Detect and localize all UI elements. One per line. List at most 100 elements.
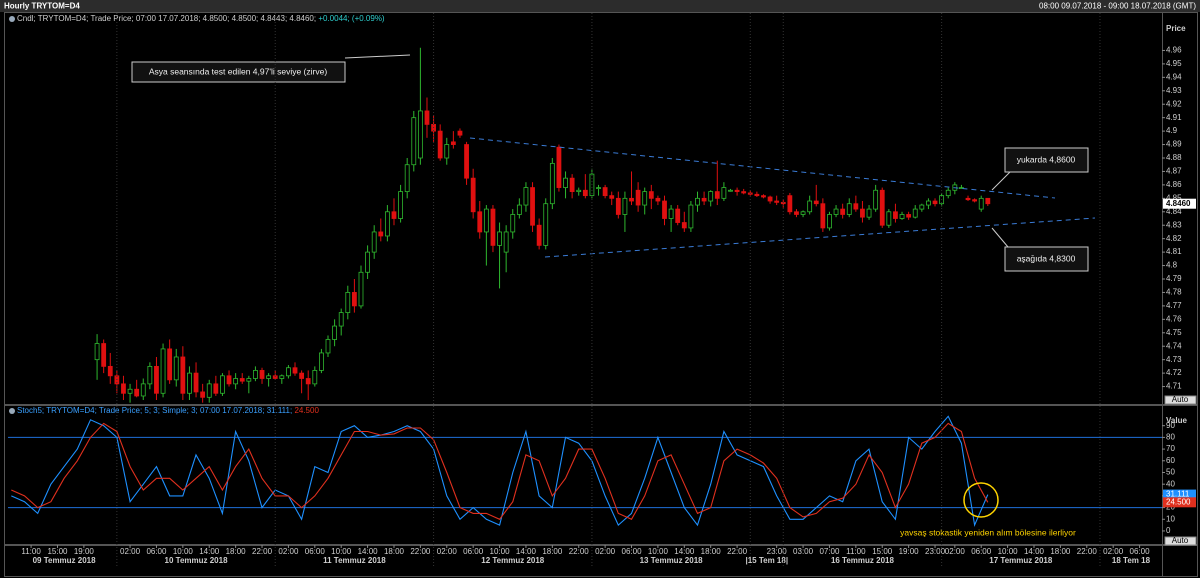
highlight-circle	[963, 482, 999, 518]
candle-body	[688, 204, 694, 229]
x-tick-label: 18:00	[226, 547, 247, 556]
stoch-line	[11, 415, 989, 528]
annotation-box	[1004, 246, 1089, 272]
candle-body	[266, 375, 272, 379]
x-tick-label: 14:00	[199, 547, 220, 556]
candle-body	[226, 375, 232, 385]
candle-body	[180, 356, 186, 394]
x-tick-label: 10:00	[648, 547, 669, 556]
y-tick-label: 4.76	[1166, 314, 1182, 323]
candle-body	[840, 208, 846, 215]
x-tick-label: 23:00	[767, 547, 788, 556]
y-tick-label: 4.75	[1166, 328, 1182, 337]
candle-body	[886, 211, 892, 226]
x-tick-label: 18:00	[384, 547, 405, 556]
date-label: 09 Temmuz 2018	[33, 556, 97, 565]
annotation-box	[131, 61, 346, 83]
candle-body	[404, 164, 410, 193]
y-tick-label: 80	[1166, 433, 1175, 442]
last-value-label: 31.111	[1166, 490, 1190, 499]
x-tick-label: 19:00	[899, 547, 920, 556]
stoch-plot	[8, 415, 1162, 528]
y-tick-label: 4.87	[1166, 167, 1182, 176]
value-axis-title: Value	[1166, 416, 1187, 425]
candle-body	[556, 146, 562, 188]
annotation: yukarda 4,8600	[1017, 154, 1076, 164]
candle-body	[965, 197, 971, 201]
candle-body	[807, 200, 813, 213]
callout-line	[991, 227, 1009, 248]
candle-body	[371, 231, 377, 253]
x-tick-label: 10:00	[173, 547, 194, 556]
y-tick-label: 4.73	[1166, 355, 1182, 364]
date-label: 17 Temmuz 2018	[989, 556, 1053, 565]
candle-body	[681, 222, 687, 229]
y-tick-label: 4.77	[1166, 301, 1182, 310]
candle-body	[675, 208, 681, 223]
annotation: Asya seansında test edilen 4,97'li seviy…	[149, 66, 327, 76]
x-tick-label: 03:00	[793, 547, 814, 556]
x-tick-label: 22:00	[410, 547, 431, 556]
candle-body	[774, 200, 780, 203]
time-axis-frame	[4, 545, 1198, 577]
x-tick-label: 02:00	[595, 547, 616, 556]
x-tick-label: 22:00	[252, 547, 273, 556]
candle-body	[457, 130, 463, 136]
x-tick-label: 06:00	[1130, 547, 1151, 556]
y-tick-label: 4.84	[1166, 207, 1182, 216]
last-value-box	[1163, 489, 1196, 500]
candle-body	[899, 214, 905, 219]
y-tick-label: 50	[1166, 468, 1175, 477]
x-tick-label: 02:00	[945, 547, 966, 556]
candle-body	[365, 251, 370, 273]
date-label: 11 Temmuz 2018	[323, 556, 386, 565]
candle-body	[523, 187, 529, 206]
date-label: 10 Temmuz 2018	[165, 556, 229, 565]
candle-body	[134, 388, 140, 397]
price-plot	[94, 47, 991, 403]
y-tick-label: 10	[1166, 514, 1175, 523]
candle-body	[708, 191, 714, 202]
stoch-legend: Stoch5; TRYTOM=D4; Trade Price; 5; 3; Si…	[17, 406, 319, 415]
candle-body	[972, 199, 978, 202]
candle-body	[662, 200, 667, 219]
candle-body	[286, 367, 291, 377]
candle-body	[569, 177, 575, 193]
candle-body	[873, 189, 879, 210]
y-tick-label: 4.92	[1166, 99, 1182, 108]
candle-body	[450, 141, 456, 145]
candle-body	[536, 224, 542, 246]
main-legend: Cndl; TRYTOM=D4; Trade Price; 07:00 17.0…	[17, 14, 385, 23]
candle-body	[596, 187, 601, 189]
candle-body	[411, 117, 417, 166]
candle-body	[734, 189, 740, 193]
auto-button-label[interactable]: Auto	[1172, 395, 1189, 404]
x-tick-label: 14:00	[358, 547, 379, 556]
candle-body	[516, 204, 522, 215]
auto-button[interactable]	[1164, 536, 1197, 546]
x-tick-label: 23:00	[925, 547, 946, 556]
candle-body	[299, 372, 305, 379]
auto-button-label[interactable]: Auto	[1172, 536, 1189, 545]
title-bar	[0, 0, 1200, 12]
candle-body	[173, 356, 179, 381]
candle-body	[701, 197, 707, 202]
y-tick-label: 4.78	[1166, 288, 1182, 297]
candle-body	[121, 383, 126, 394]
candle-body	[490, 208, 496, 246]
candle-body	[220, 375, 225, 394]
auto-button[interactable]	[1164, 395, 1197, 405]
legend-values: Stoch5; TRYTOM=D4; Trade Price; 5; 3; Si…	[17, 406, 292, 415]
stoch-line	[11, 422, 989, 521]
candle-body	[94, 343, 100, 361]
candle-body	[424, 110, 430, 125]
legend-icon	[9, 408, 15, 414]
x-tick-label: 15:00	[47, 547, 68, 556]
y-tick-label: 4.91	[1166, 113, 1182, 122]
candle-body	[160, 348, 166, 394]
candle-body	[477, 211, 483, 233]
stoch-annotation: yavsaş stokastik yeniden alım bölesine i…	[900, 527, 1076, 537]
candle-body	[107, 365, 113, 377]
